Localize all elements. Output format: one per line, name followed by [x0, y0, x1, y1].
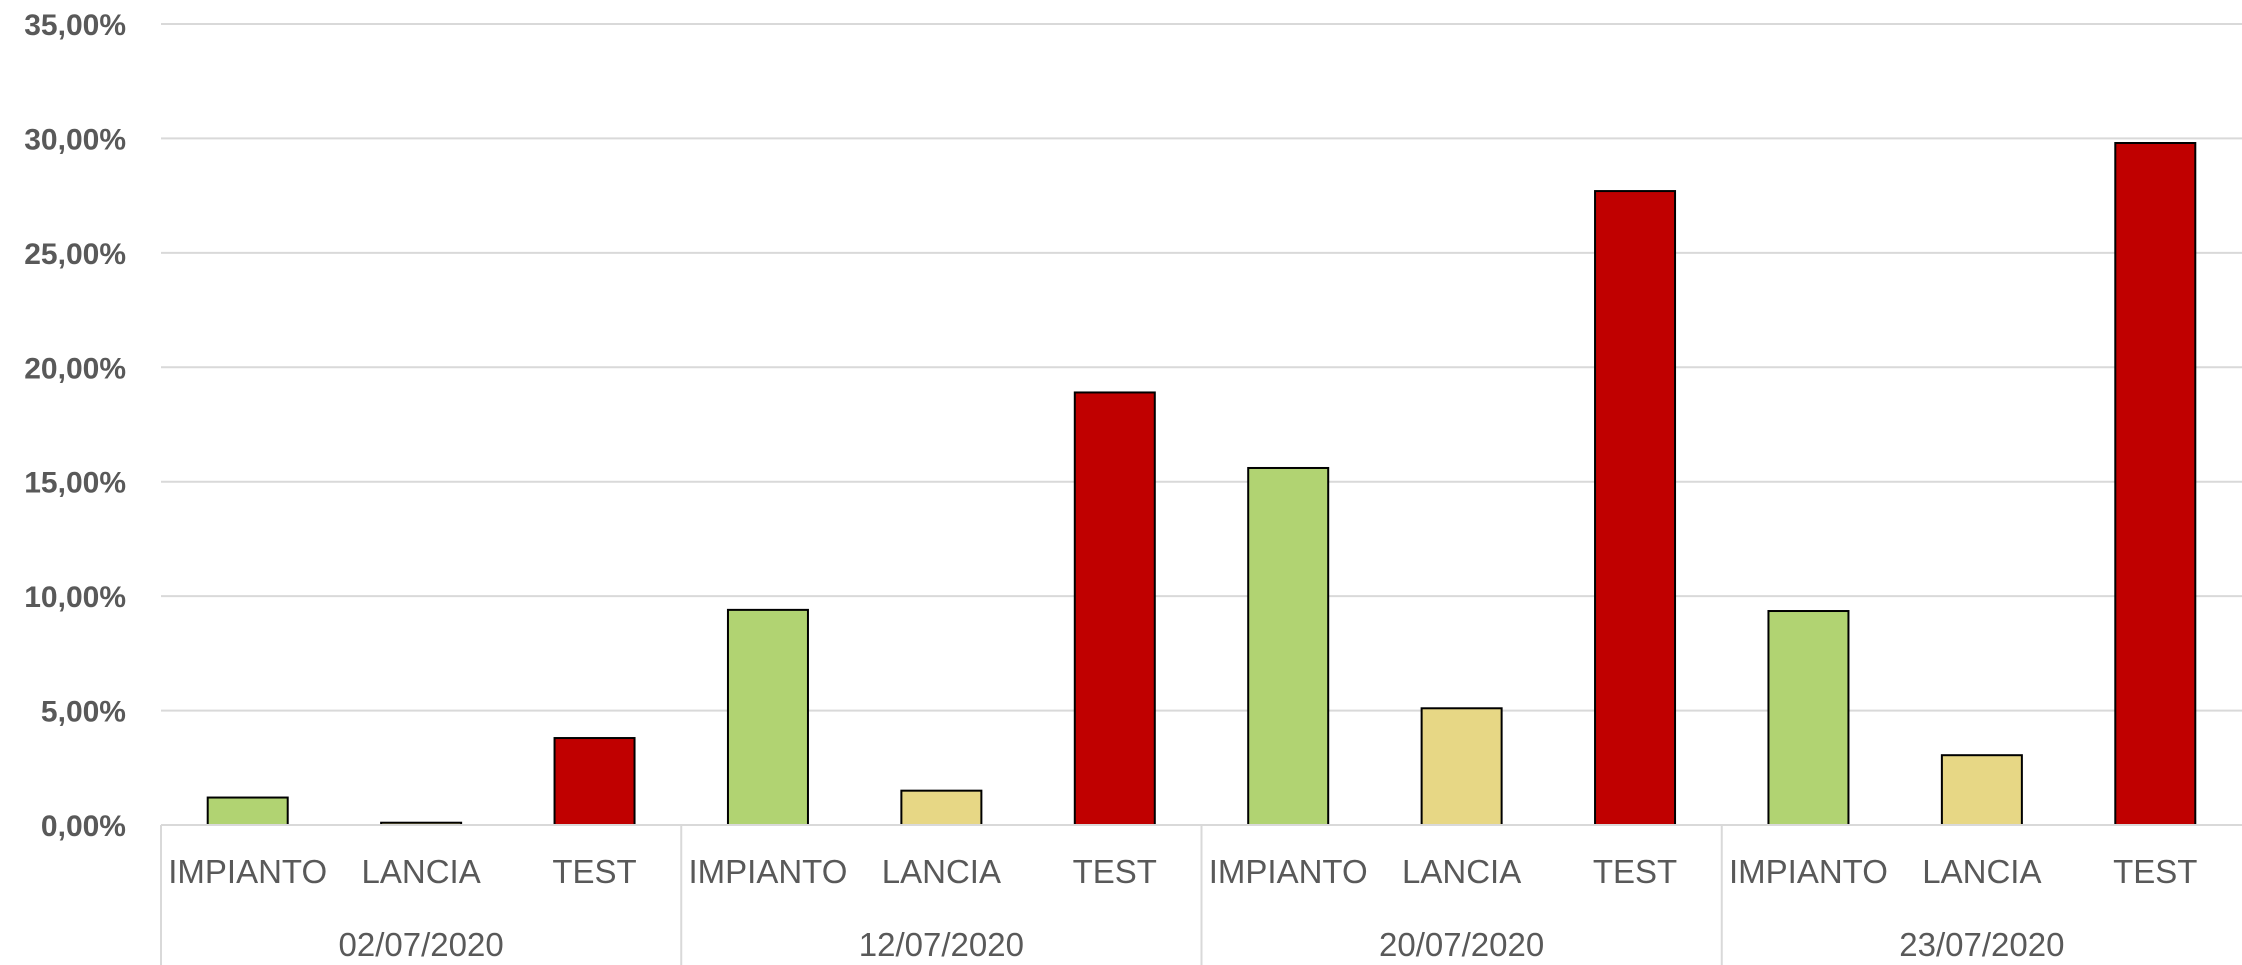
bar-lancia [900, 789, 983, 827]
category-label: IMPIANTO [688, 853, 847, 890]
category-label: TEST [2113, 853, 2197, 890]
group-label: 23/07/2020 [1899, 926, 2064, 963]
bar-impianto [1247, 466, 1330, 826]
bar-impianto [206, 796, 289, 827]
category-label: TEST [1073, 853, 1157, 890]
bar-impianto [1767, 610, 1850, 826]
y-tick-label: 30,00% [24, 123, 126, 156]
y-tick-label: 20,00% [24, 352, 126, 385]
y-tick-label: 5,00% [41, 696, 126, 729]
y-tick-label: 15,00% [24, 467, 126, 500]
bar-impianto [726, 608, 809, 826]
category-label: IMPIANTO [168, 853, 327, 890]
y-tick-label: 25,00% [24, 238, 126, 271]
bar-lancia [1940, 754, 2023, 826]
group-label: 20/07/2020 [1379, 926, 1544, 963]
gridlines [161, 23, 2242, 712]
bars [206, 142, 2197, 827]
category-label: LANCIA [1402, 853, 1521, 890]
y-axis-tick-labels: 0,00% 5,00% 10,00% 15,00% 20,00% 25,00% 30,00%… [24, 9, 126, 843]
group-label: 12/07/2020 [859, 926, 1024, 963]
category-label: TEST [552, 853, 636, 890]
bar-test [1594, 190, 1677, 826]
bar-test [2114, 142, 2197, 826]
y-tick-label: 35,00% [24, 9, 126, 42]
category-label: LANCIA [882, 853, 1001, 890]
group-label: 02/07/2020 [339, 926, 504, 963]
bar-lancia [1420, 707, 1503, 826]
category-label: IMPIANTO [1729, 853, 1888, 890]
category-label: TEST [1593, 853, 1677, 890]
category-label: IMPIANTO [1209, 853, 1368, 890]
x-axis-labels: IMPIANTO LANCIA TEST 02/07/2020 IMPIANTO LANC… [168, 853, 2197, 963]
x-axis [160, 824, 2242, 965]
category-label: LANCIA [362, 853, 481, 890]
y-tick-label: 0,00% [41, 810, 126, 843]
y-tick-label: 10,00% [24, 581, 126, 614]
category-label: LANCIA [1922, 853, 2041, 890]
bar-test [553, 737, 636, 827]
bar-test [1073, 391, 1156, 826]
